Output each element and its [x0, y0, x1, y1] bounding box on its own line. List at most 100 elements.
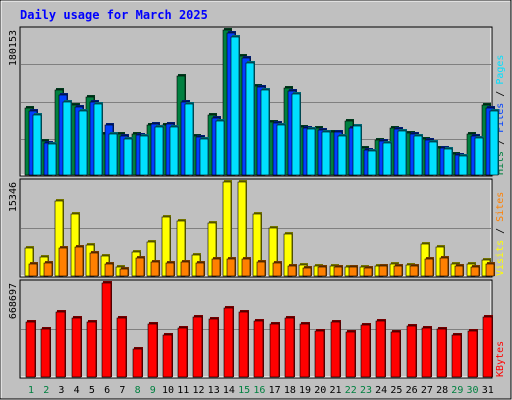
legend-visits: Visits / Sites [495, 192, 506, 276]
day-label: 12 [192, 385, 204, 396]
bar-sites-day-10 [165, 262, 175, 277]
bar-kbytes-day-13 [208, 318, 219, 378]
day-label: 26 [406, 385, 418, 396]
bar-kbytes-day-11 [177, 327, 188, 378]
bar-pages-day-8 [139, 135, 149, 176]
day-label: 9 [150, 385, 156, 396]
chart-title: Daily usage for March 2025 [20, 8, 208, 22]
bar-sites-day-27 [424, 258, 434, 277]
legend-files: Files [495, 103, 506, 133]
bar-pages-day-10 [169, 126, 179, 176]
day-label: 11 [177, 385, 189, 396]
day-label: 5 [89, 385, 95, 396]
bar-pages-day-5 [93, 103, 103, 176]
bar-kbytes-day-21 [330, 321, 341, 378]
day-label: 15 [238, 385, 250, 396]
day-label: 2 [43, 385, 49, 396]
bar-pages-day-21 [337, 135, 347, 176]
day-label: 23 [360, 385, 372, 396]
bar-sites-day-20 [317, 266, 327, 277]
day-label: 18 [284, 385, 296, 396]
bar-sites-day-21 [333, 266, 343, 277]
bar-kbytes-day-29 [451, 334, 462, 378]
bar-kbytes-day-12 [192, 316, 203, 378]
bar-sites-day-18 [287, 265, 297, 277]
bar-sites-day-8 [135, 257, 145, 277]
legend-separator: / [495, 222, 506, 240]
bar-sites-day-7 [119, 268, 129, 277]
day-label: 4 [74, 385, 80, 396]
day-label: 25 [390, 385, 402, 396]
bar-pages-day-23 [367, 150, 377, 176]
bar-sites-day-26 [409, 265, 419, 277]
bar-pages-day-22 [352, 125, 362, 176]
bar-kbytes-day-10 [162, 334, 173, 378]
bar-sites-day-6 [104, 263, 114, 277]
bar-pages-day-3 [62, 101, 72, 176]
bar-pages-day-29 [458, 155, 468, 176]
bar-pages-day-30 [474, 137, 484, 176]
bar-pages-day-31 [489, 110, 499, 176]
panel-usage: 180153 Hits / Files / Pages [8, 26, 506, 177]
bar-pages-day-18 [291, 93, 301, 176]
panel-kbytes: 668697 KBytes [8, 279, 506, 379]
day-label: 8 [135, 385, 141, 396]
bar-pages-day-28 [443, 148, 453, 176]
day-label: 21 [329, 385, 341, 396]
bar-pages-day-27 [428, 141, 438, 176]
bar-sites-day-2 [43, 262, 53, 277]
bar-sites-day-4 [74, 246, 84, 277]
day-label: 19 [299, 385, 311, 396]
bar-kbytes-day-18 [284, 317, 295, 378]
y-max-label: 15346 [8, 182, 19, 212]
bar-kbytes-day-20 [314, 330, 325, 378]
bar-kbytes-day-4 [71, 317, 82, 378]
bar-kbytes-day-24 [375, 320, 386, 378]
bar-sites-day-30 [470, 266, 480, 277]
bar-pages-day-1 [32, 114, 42, 176]
bar-sites-day-19 [302, 267, 312, 277]
legend-sites: Sites [495, 192, 506, 222]
legend-usage: Hits / Files / Pages [495, 55, 506, 175]
day-label: 13 [208, 385, 220, 396]
bar-kbytes-day-16 [253, 320, 264, 378]
bar-kbytes-day-25 [390, 331, 401, 378]
day-label: 22 [345, 385, 357, 396]
day-label: 28 [436, 385, 448, 396]
bar-pages-day-17 [276, 124, 286, 176]
bar-pages-day-24 [382, 142, 392, 176]
day-label: 3 [58, 385, 64, 396]
y-max-label: 180153 [8, 30, 19, 66]
bar-pages-day-16 [260, 89, 270, 176]
bar-pages-day-2 [47, 143, 57, 176]
day-label: 29 [451, 385, 463, 396]
bar-sites-day-17 [272, 262, 282, 277]
bar-kbytes-day-28 [436, 328, 447, 378]
bar-pages-day-9 [154, 126, 164, 176]
bar-kbytes-day-8 [132, 348, 143, 378]
bar-sites-day-29 [454, 265, 464, 277]
bar-kbytes-day-14 [223, 307, 234, 378]
bar-kbytes-day-23 [360, 324, 371, 378]
day-label: 31 [482, 385, 494, 396]
bar-pages-day-19 [306, 128, 316, 176]
legend-kbytes: KBytes [495, 341, 506, 377]
day-label: 6 [104, 385, 110, 396]
bar-pages-day-12 [199, 138, 209, 176]
bar-pages-day-25 [397, 130, 407, 176]
bar-sites-day-5 [89, 252, 99, 277]
day-label: 10 [162, 385, 174, 396]
bar-kbytes-day-9 [147, 323, 158, 378]
day-label: 14 [223, 385, 235, 396]
legend-kbytes: KBytes [495, 341, 506, 377]
day-label: 7 [119, 385, 125, 396]
bar-pages-day-6 [108, 133, 118, 176]
legend-separator: / [495, 85, 506, 103]
bar-pages-day-14 [230, 36, 240, 176]
day-label: 20 [314, 385, 326, 396]
bar-kbytes-day-15 [238, 311, 249, 378]
bar-sites-day-25 [393, 265, 403, 277]
day-label: 17 [269, 385, 281, 396]
bar-kbytes-day-5 [86, 321, 97, 378]
legend-hits: Hits [495, 151, 506, 175]
